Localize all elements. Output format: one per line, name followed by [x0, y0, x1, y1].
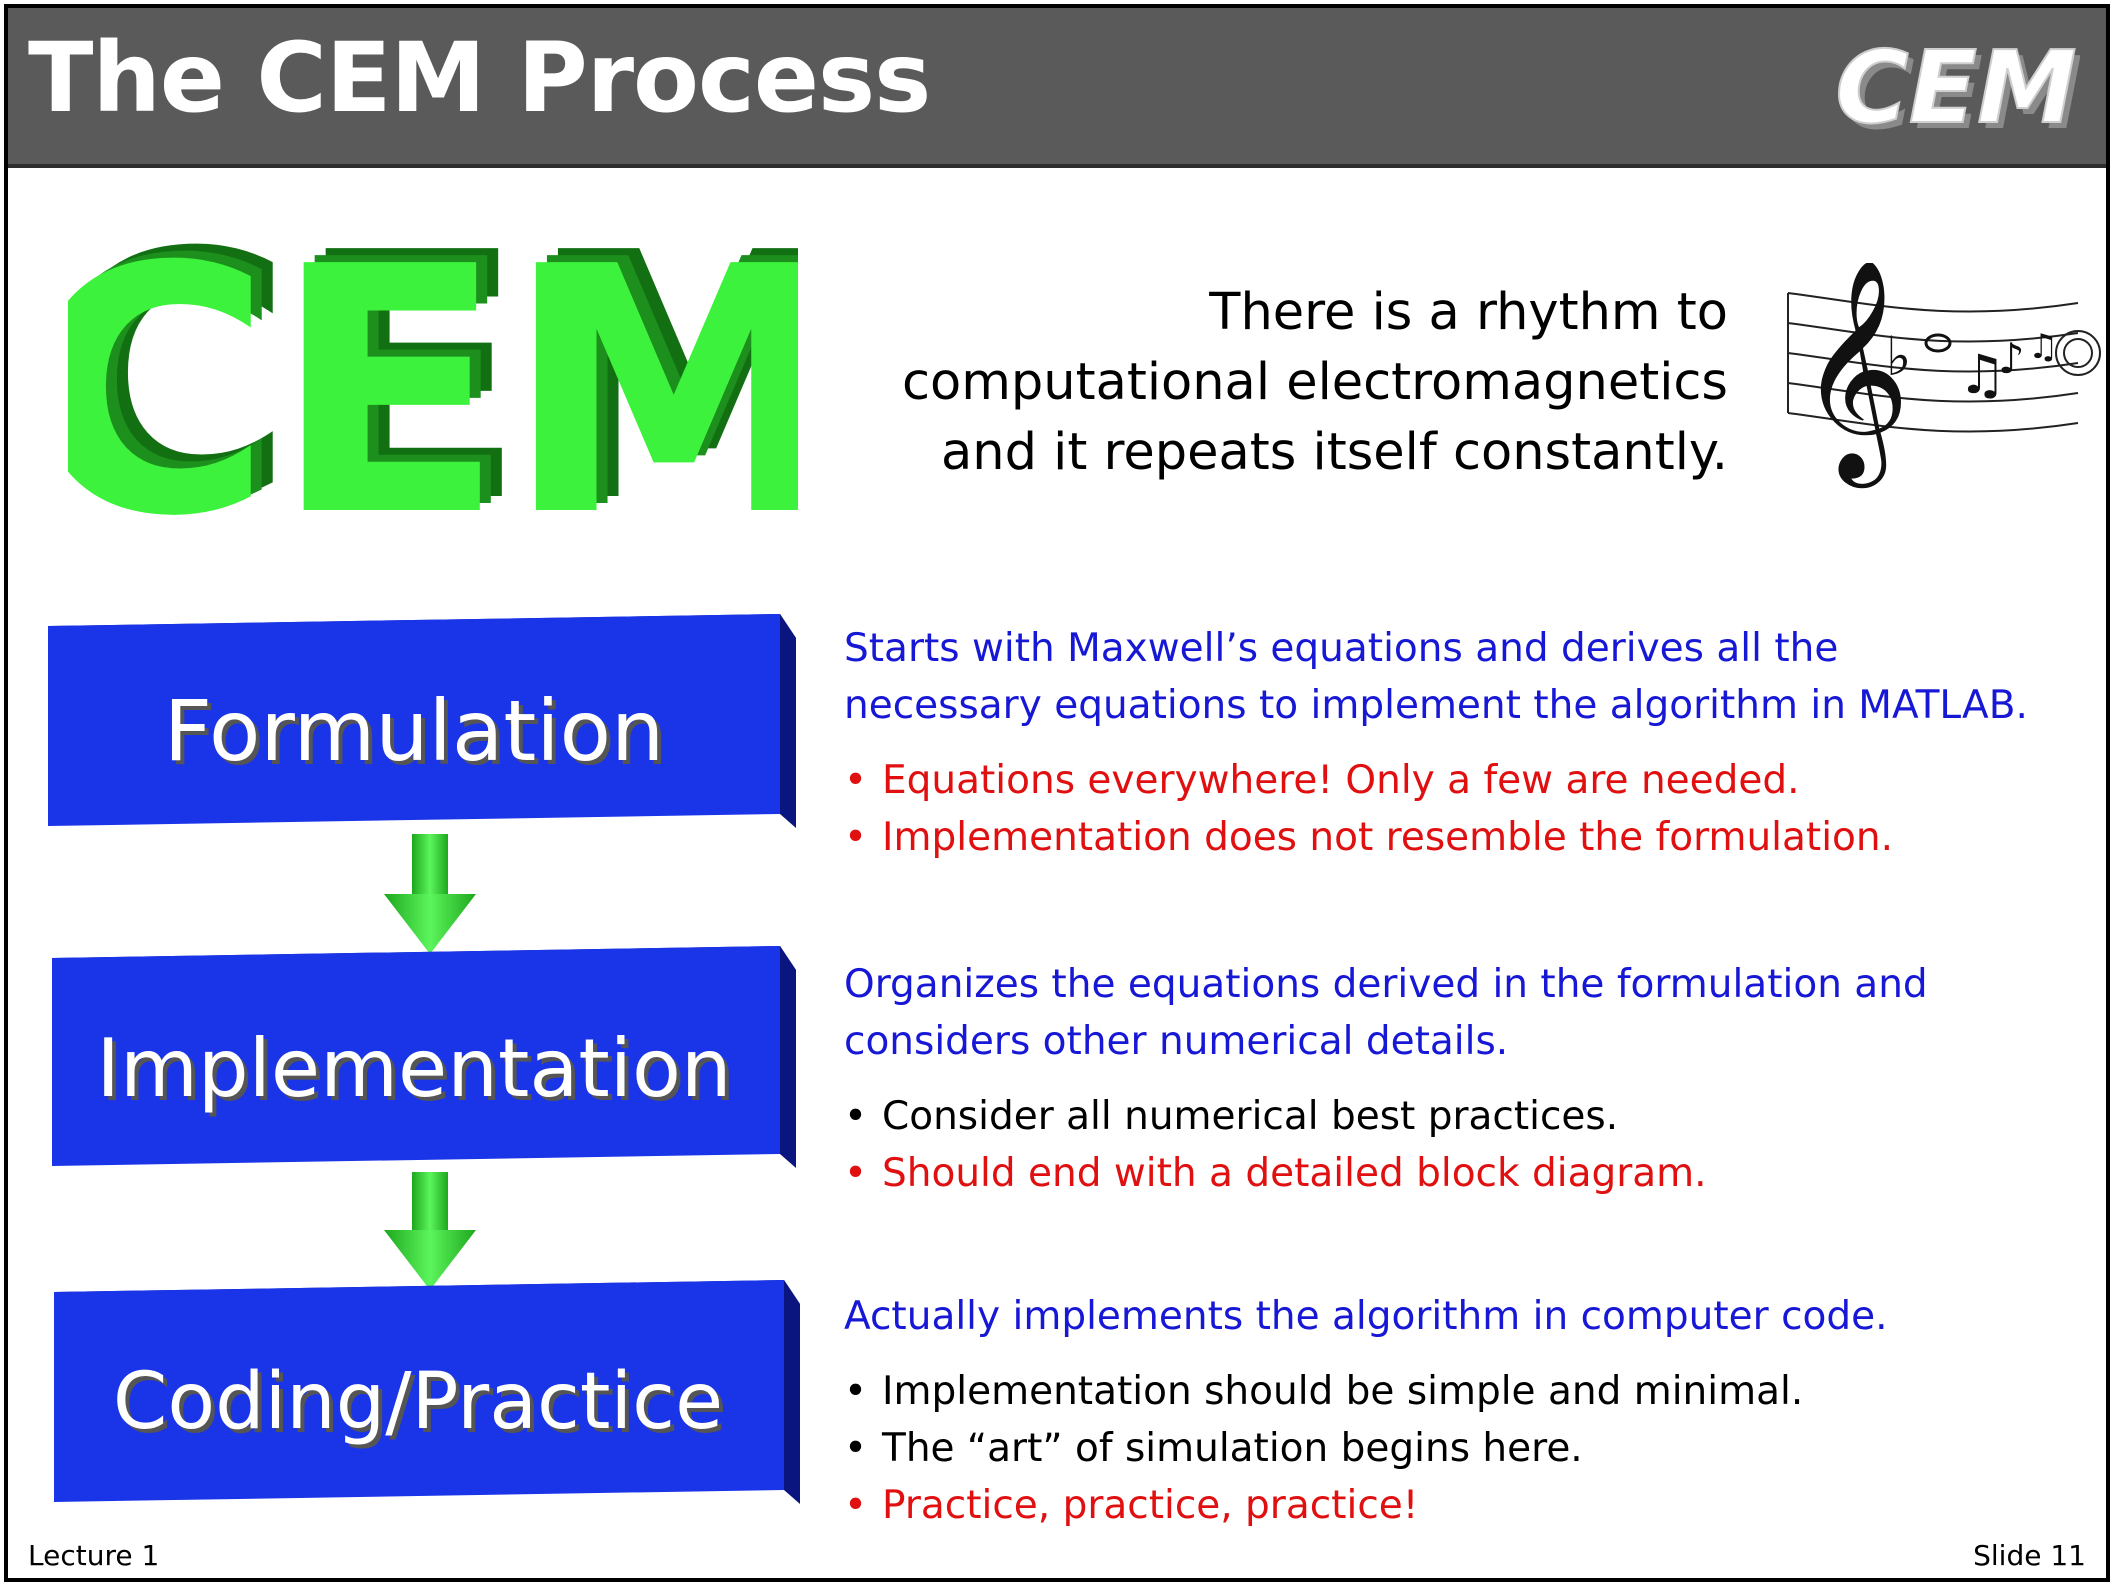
svg-text:♫: ♫ [2028, 327, 2058, 367]
bullet-item: Consider all numerical best practices. [844, 1088, 2044, 1145]
down-arrow-icon [384, 1172, 476, 1290]
svg-text:CEM: CEM [1835, 29, 2076, 146]
flow-step-label: Formulation [164, 682, 665, 780]
slide: The CEM Process CEM CEM CEM CEM CEM Ther… [4, 4, 2110, 1582]
music-staff-icon: 𝄞 ♭ ♫ ♪ ♫ [1787, 263, 2102, 488]
bullet-item: Equations everywhere! Only a few are nee… [844, 752, 2044, 809]
flow-step-coding-practice: Coding/Practice Coding/Practice [54, 1280, 800, 1504]
cem-logo-icon: CEM CEM [1834, 28, 2080, 146]
flow-step-label: Coding/Practice [113, 1357, 723, 1447]
flow-step-label: Implementation [96, 1022, 731, 1115]
cem-3d-logo: CEM CEM CEM [68, 230, 798, 530]
bullet-item: Implementation should be simple and mini… [844, 1363, 2044, 1420]
svg-text:CEM: CEM [68, 230, 798, 530]
implementation-description: Organizes the equations derived in the f… [844, 956, 2044, 1202]
process-flow-diagram: Formulation Formulation Implementation I… [48, 614, 800, 1504]
svg-text:𝄞: 𝄞 [1798, 263, 1910, 488]
rhythm-line-2: computational electromagnetics [902, 353, 1728, 412]
flow-step-formulation: Formulation Formulation [48, 614, 796, 828]
page-title: The CEM Process [28, 22, 931, 134]
rhythm-text: There is a rhythm to computational elect… [888, 278, 1728, 488]
svg-text:CEM: CEM [68, 230, 798, 530]
svg-text:CEM: CEM [1841, 35, 2080, 146]
flow-step-implementation: Implementation Implementation [52, 946, 796, 1168]
header-bar: The CEM Process CEM CEM [8, 8, 2106, 168]
svg-text:♭: ♭ [1886, 325, 1911, 388]
bullet-item: Practice, practice, practice! [844, 1477, 2044, 1534]
flow-step-label: Implementation [100, 1026, 735, 1119]
svg-text:CEM: CEM [68, 230, 798, 530]
svg-text:♪: ♪ [1998, 334, 2025, 383]
description-bullets: Consider all numerical best practices. S… [844, 1088, 2044, 1202]
flow-step-label: Coding/Practice [117, 1361, 727, 1451]
bullet-item: The “art” of simulation begins here. [844, 1420, 2044, 1477]
description-bullets: Implementation should be simple and mini… [844, 1363, 2044, 1534]
footer-slide-number: Slide 11 [1973, 1539, 2086, 1572]
formulation-description: Starts with Maxwell’s equations and deri… [844, 620, 2044, 866]
bullet-item: Should end with a detailed block diagram… [844, 1145, 2044, 1202]
rhythm-line-1: There is a rhythm to [1209, 283, 1728, 342]
coding-description: Actually implements the algorithm in com… [844, 1288, 2044, 1534]
description-lead: Actually implements the algorithm in com… [844, 1294, 1888, 1339]
description-bullets: Equations everywhere! Only a few are nee… [844, 752, 2044, 866]
footer-lecture: Lecture 1 [28, 1539, 160, 1572]
rhythm-line-3: and it repeats itself constantly. [941, 423, 1728, 482]
bullet-item: Implementation does not resemble the for… [844, 809, 2044, 866]
description-lead: Organizes the equations derived in the f… [844, 962, 1928, 1064]
down-arrow-icon [384, 834, 476, 954]
flow-step-label: Formulation [168, 686, 669, 784]
description-lead: Starts with Maxwell’s equations and deri… [844, 626, 2028, 728]
svg-text:♫: ♫ [1958, 343, 2006, 406]
